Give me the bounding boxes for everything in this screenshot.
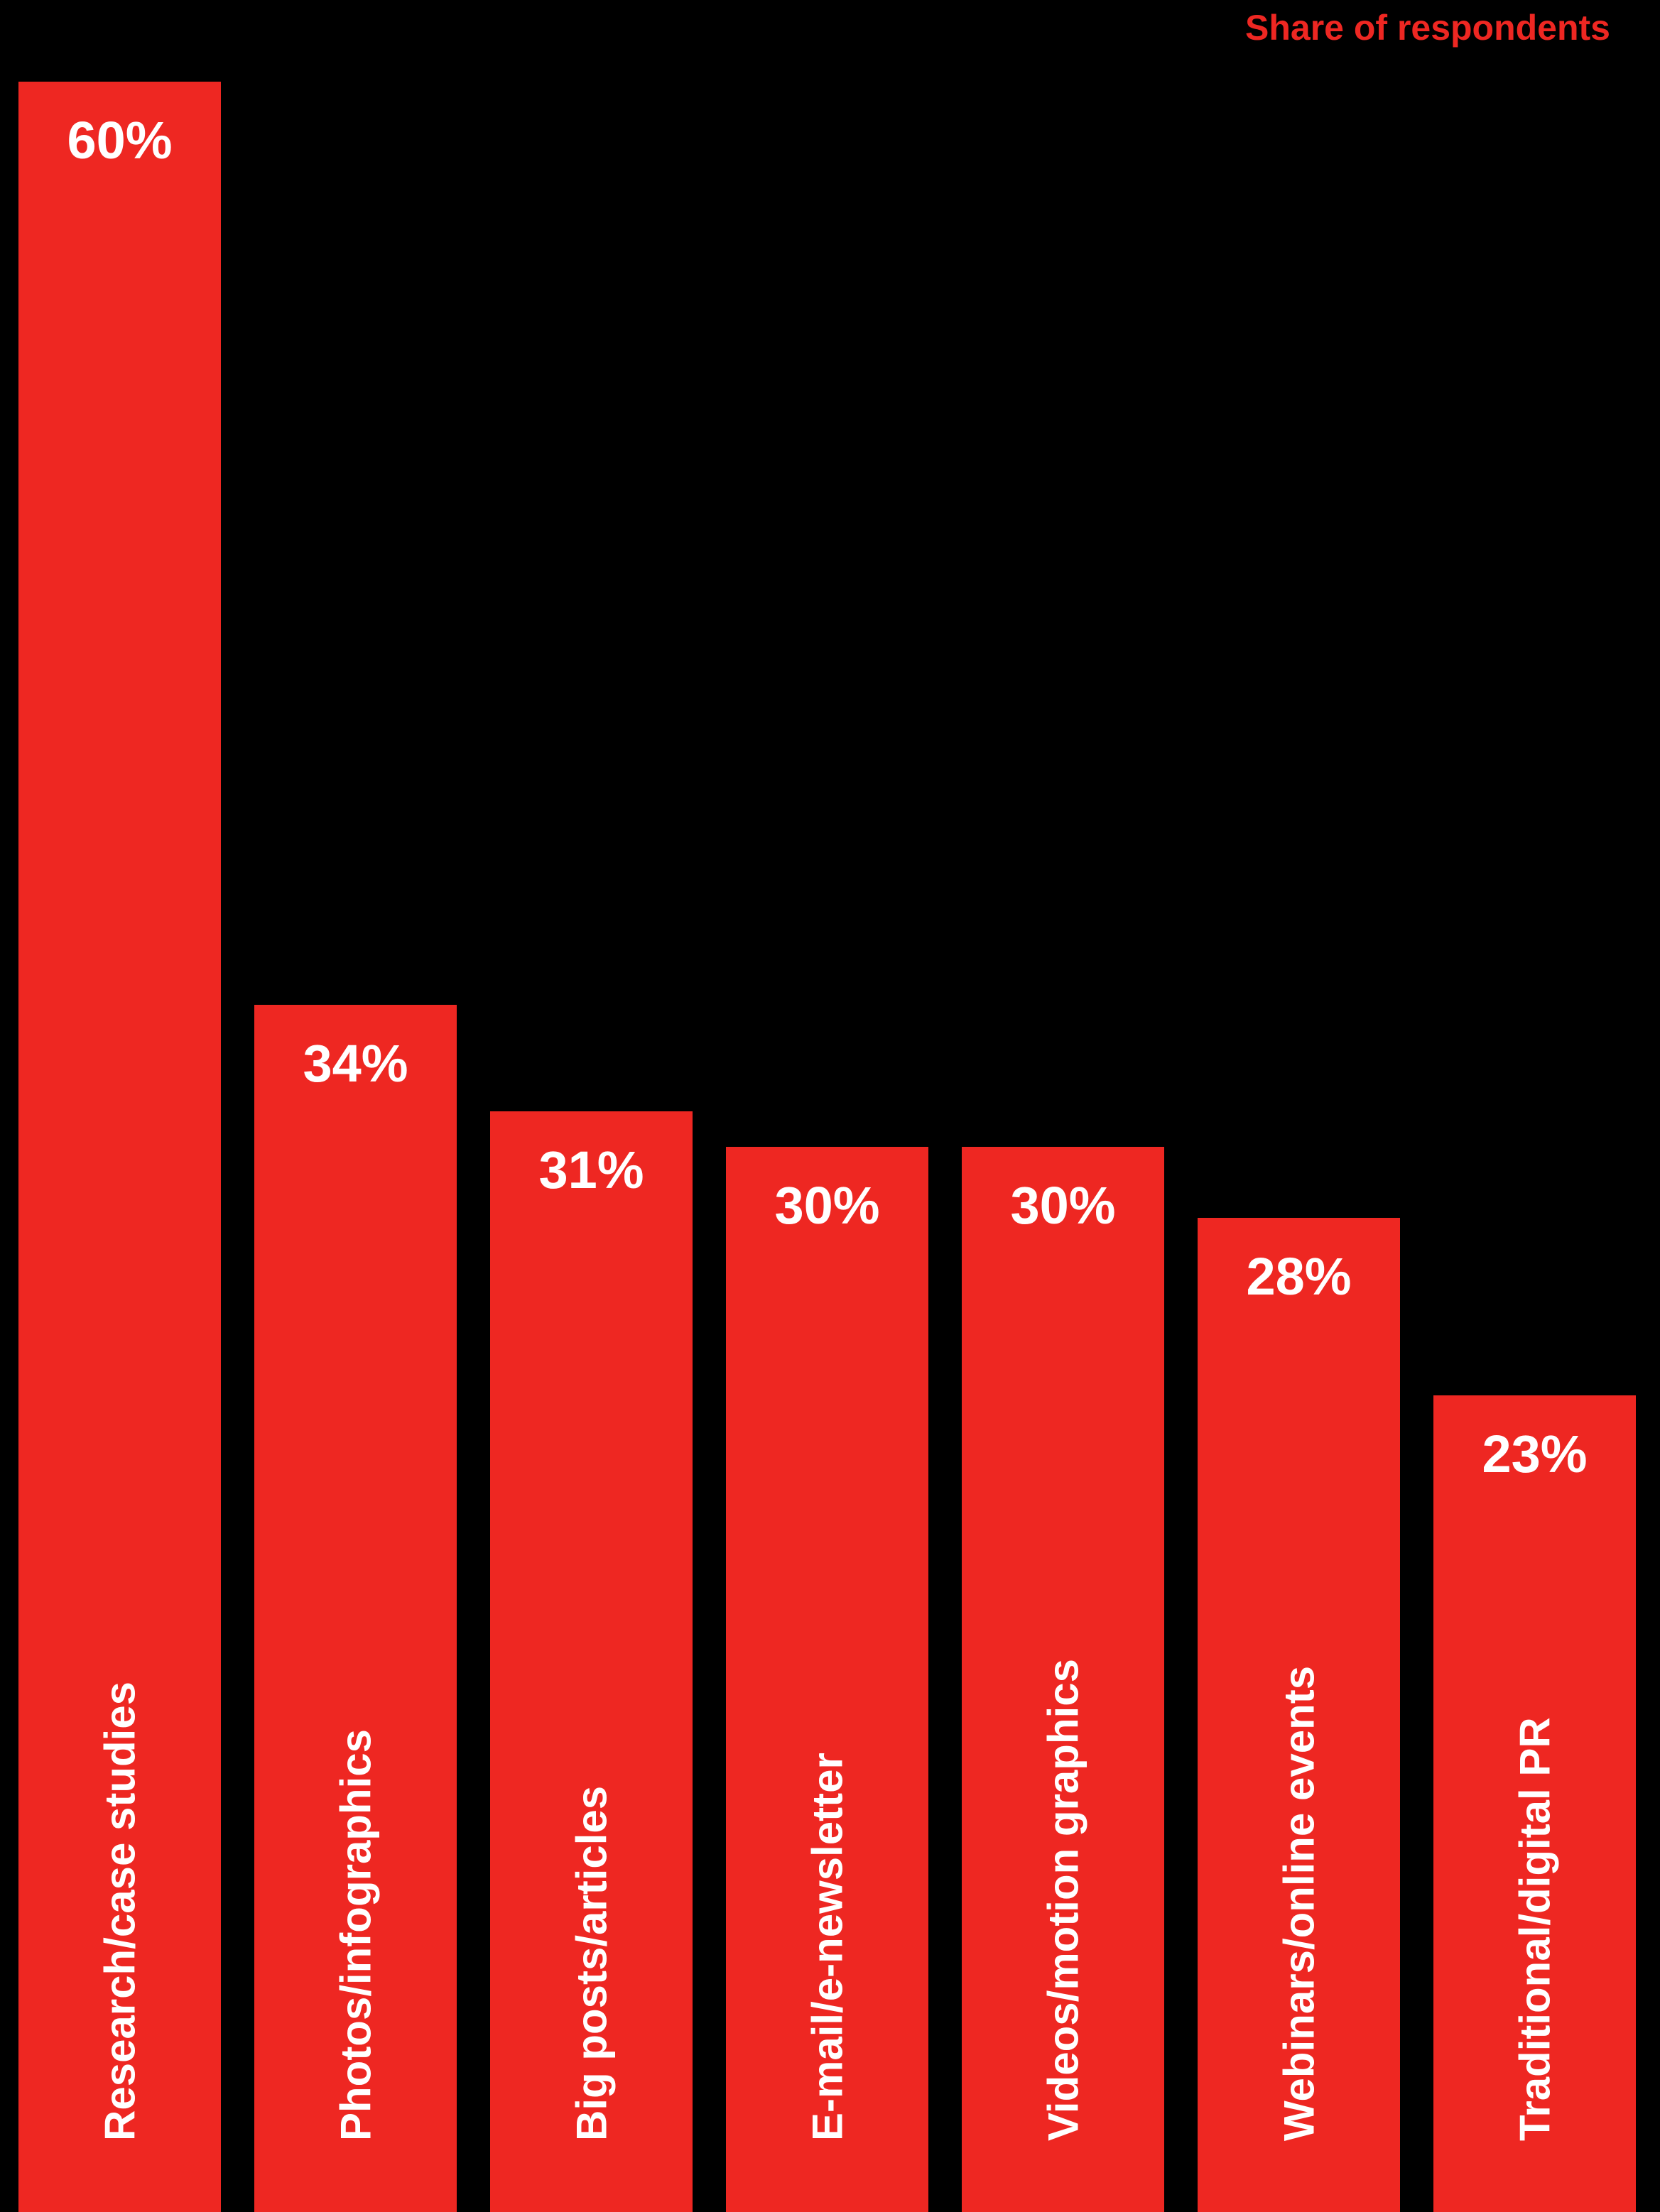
chart-stage: Share of respondents 60% Research/case s… bbox=[0, 0, 1660, 2212]
bar-value-1: 34% bbox=[254, 1005, 457, 1094]
bar-value-6: 23% bbox=[1433, 1395, 1636, 1484]
bar-category-6: Traditional/digital PR bbox=[1510, 1717, 1559, 2141]
bar-category-0: Research/case studies bbox=[95, 1682, 144, 2141]
bar-category-3: E-mail/e-newsletter bbox=[803, 1753, 852, 2141]
bar-1: 34% Photos/infographics bbox=[254, 1005, 457, 2212]
legend-label: Share of respondents bbox=[1245, 7, 1610, 48]
bar-4: 30% Videos/motion graphics bbox=[962, 1147, 1164, 2212]
bar-value-4: 30% bbox=[962, 1147, 1164, 1236]
bar-category-2: Big posts/articles bbox=[567, 1786, 616, 2141]
bars-area: 60% Research/case studies 34% Photos/inf… bbox=[18, 82, 1636, 2212]
bar-2: 31% Big posts/articles bbox=[490, 1111, 693, 2212]
bar-category-4: Videos/motion graphics bbox=[1038, 1659, 1087, 2141]
bar-category-1: Photos/infographics bbox=[331, 1729, 380, 2141]
bar-value-0: 60% bbox=[18, 82, 221, 170]
bar-0: 60% Research/case studies bbox=[18, 82, 221, 2212]
bar-category-5: Webinars/online events bbox=[1274, 1666, 1323, 2141]
bar-6: 23% Traditional/digital PR bbox=[1433, 1395, 1636, 2212]
bar-value-2: 31% bbox=[490, 1111, 693, 1200]
bar-3: 30% E-mail/e-newsletter bbox=[726, 1147, 928, 2212]
bar-value-3: 30% bbox=[726, 1147, 928, 1236]
bar-value-5: 28% bbox=[1198, 1218, 1400, 1307]
bar-5: 28% Webinars/online events bbox=[1198, 1218, 1400, 2212]
